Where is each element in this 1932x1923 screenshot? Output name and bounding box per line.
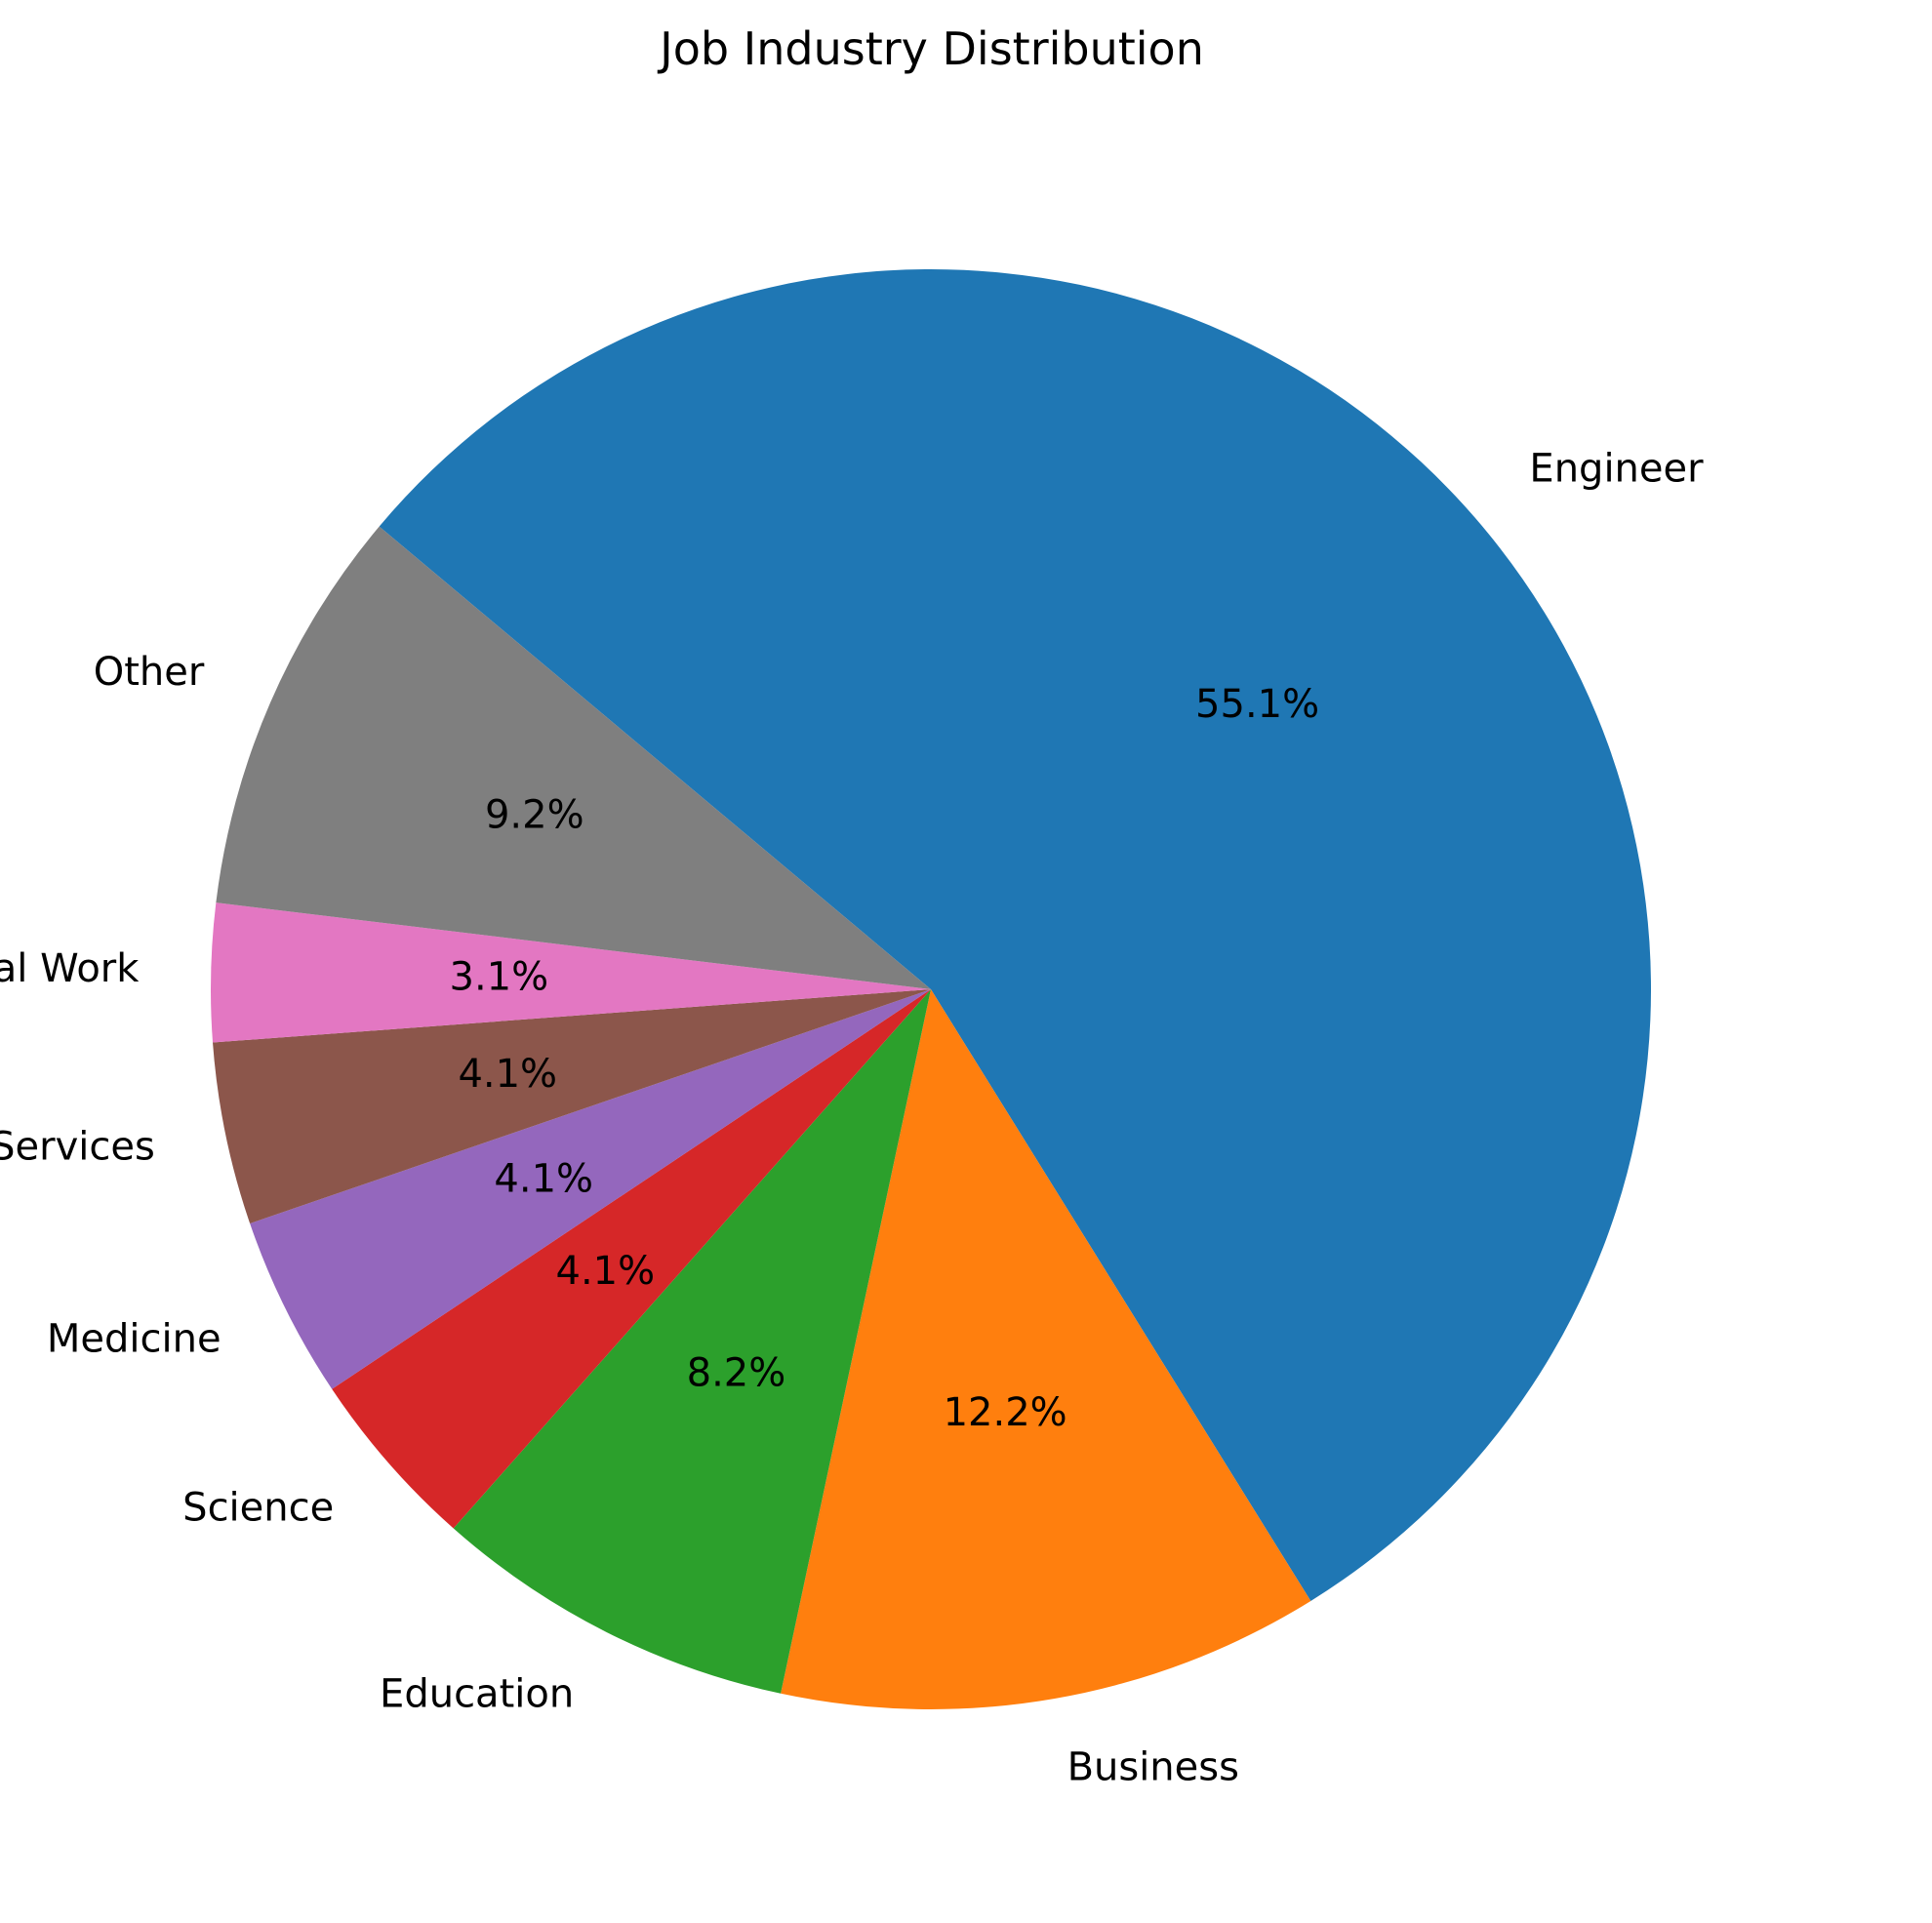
pie-labels: Engineer 55.1% Business 12.2% Education 8.2% S… [0,446,1704,1789]
pie-slice-science [332,989,931,1529]
pct-label-science: 4.1% [556,1249,656,1294]
pct-label-other: 9.2% [485,793,584,838]
pie-slice-medicine [250,989,931,1389]
pie-slice-public-services [213,989,931,1224]
slice-label-social-work: Social Work [0,946,140,991]
chart-title: Job Industry Distribution [657,22,1204,75]
slice-label-business: Business [1067,1745,1239,1790]
pie-slice-social-work [210,902,931,1043]
pct-label-education: 8.2% [687,1350,786,1395]
slice-label-education: Education [380,1672,574,1717]
pie-slice-education [453,989,931,1694]
pct-label-business: 12.2% [944,1390,1067,1435]
slice-label-engineer: Engineer [1529,446,1704,491]
slice-label-medicine: Medicine [47,1316,221,1361]
pie-slice-engineer [379,268,1652,1601]
slice-label-other: Other [94,650,205,695]
slice-label-science: Science [182,1486,334,1531]
pct-label-public-services: 4.1% [458,1052,557,1097]
pct-label-social-work: 3.1% [450,955,549,1000]
pct-label-engineer: 55.1% [1195,682,1319,727]
slice-label-public-services: Public Services [0,1124,155,1169]
pct-label-medicine: 4.1% [494,1157,593,1202]
pie-slices [210,268,1652,1709]
pie-slice-other [216,526,931,989]
pie-slice-business [781,989,1311,1709]
